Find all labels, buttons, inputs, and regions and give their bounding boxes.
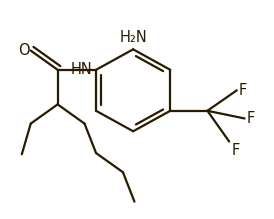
Text: F: F [231,143,239,158]
Text: H₂N: H₂N [119,30,147,46]
Text: F: F [239,83,247,98]
Text: HN: HN [70,62,92,77]
Text: O: O [18,43,30,58]
Text: F: F [247,111,255,126]
